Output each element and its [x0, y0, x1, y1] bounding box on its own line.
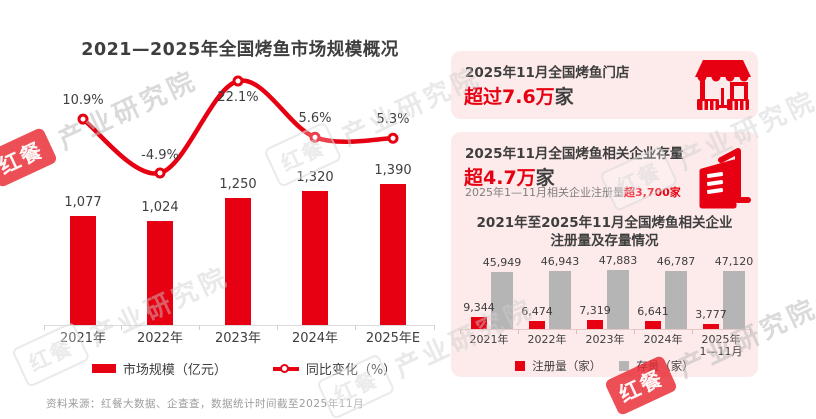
store-card-title: 2025年11月全国烤鱼门店 [465, 65, 630, 81]
bar-value-label: 1,390 [374, 163, 412, 179]
enterprise-card: 2025年11月全国烤鱼相关企业存量 超4.7万家 2025年1—11月相关企业… [451, 132, 758, 377]
bar-value-label: 1,024 [141, 200, 179, 216]
store-count-card: 2025年11月全国烤鱼门店 超过7.6万家 [451, 51, 758, 119]
mini-chart-legend: 注册量（家） 存量（家） [451, 358, 758, 374]
market-scale-bar [147, 221, 173, 325]
main-chart-title: 2021—2025年全国烤鱼市场规模概况 [81, 40, 399, 60]
building-icon [699, 148, 751, 209]
gray-square-icon [619, 361, 630, 371]
legend-registrations-label: 注册量（家） [532, 359, 602, 373]
main-axis-tick [355, 325, 356, 330]
store-count-highlight: 超过7.6万 [464, 86, 555, 108]
main-chart-legend: 市场规模（亿元） 同比变化（%） [40, 359, 448, 378]
main-axis-tick [434, 325, 435, 330]
pct-change-label: 5.3% [376, 112, 410, 128]
pct-change-label: -4.9% [141, 148, 179, 163]
mini-chart-title-line2: 注册量及存量情况 [550, 233, 659, 249]
enterprise-registration-note: 2025年1—11月相关企业注册量超3,700家 [465, 184, 681, 200]
main-axis-tick [199, 325, 200, 330]
storefront-icon [695, 60, 751, 110]
x-axis-label: 2024年 [291, 331, 339, 346]
mini-chart-title: 2021年至2025年11月全国烤鱼相关企业 注册量及存量情况 [451, 214, 758, 250]
legend-registrations: 注册量（家） [515, 358, 601, 374]
red-square-icon [515, 361, 526, 371]
legend-market-scale: 市场规模（亿元） [91, 359, 227, 378]
bar-swatch-icon [91, 364, 116, 373]
main-axis-tick [44, 325, 45, 330]
note-prefix: 2025年1—11月相关企业注册量 [465, 186, 624, 199]
mini-chart-title-line1: 2021年至2025年11月全国烤鱼相关企业 [476, 215, 733, 231]
enterprise-card-value: 超4.7万家 [464, 163, 555, 190]
legend-yoy-change: 同比变化（%） [272, 359, 397, 378]
market-scale-bar [380, 184, 406, 325]
legend-market-scale-label: 市场规模（亿元） [122, 363, 227, 378]
main-axis-tick [277, 325, 278, 330]
market-scale-chart: 1,077 2021年 1,024 2022年 1,250 2023年 1,320 2024年… [44, 90, 435, 346]
enterprise-count-highlight: 超4.7万 [464, 167, 536, 189]
legend-stock: 存量（家） [619, 358, 694, 374]
note-highlight: 超3,700家 [624, 186, 681, 199]
store-card-value: 超过7.6万家 [464, 82, 574, 109]
enterprise-count-unit: 家 [535, 167, 555, 189]
x-axis-label: 2023年 [214, 331, 262, 346]
legend-stock-label: 存量（家） [636, 359, 694, 373]
market-scale-bar [302, 191, 328, 325]
pct-change-label: 5.6% [298, 111, 332, 127]
x-axis-label: 2021年 [59, 331, 107, 346]
bar-value-label: 1,320 [296, 170, 334, 186]
main-axis-tick [121, 325, 122, 330]
line-marker-icon [272, 363, 299, 375]
legend-yoy-change-label: 同比变化（%） [305, 363, 397, 378]
market-scale-bar [70, 215, 96, 325]
pct-change-label: 22.1% [217, 90, 259, 105]
market-scale-bar [225, 198, 251, 325]
bar-value-label: 1,077 [64, 194, 102, 210]
bar-value-label: 1,250 [219, 177, 257, 193]
enterprise-card-title: 2025年11月全国烤鱼相关企业存量 [465, 146, 684, 162]
store-count-unit: 家 [554, 86, 574, 108]
data-source-note: 资料来源：红餐大数据、企查查，数据统计时间截至2025年11月 [46, 398, 365, 410]
pct-change-label: 10.9% [62, 93, 104, 109]
main-x-axis [44, 325, 434, 326]
x-axis-label: 2022年 [136, 331, 184, 346]
x-axis-label: 2025年E [365, 331, 421, 346]
